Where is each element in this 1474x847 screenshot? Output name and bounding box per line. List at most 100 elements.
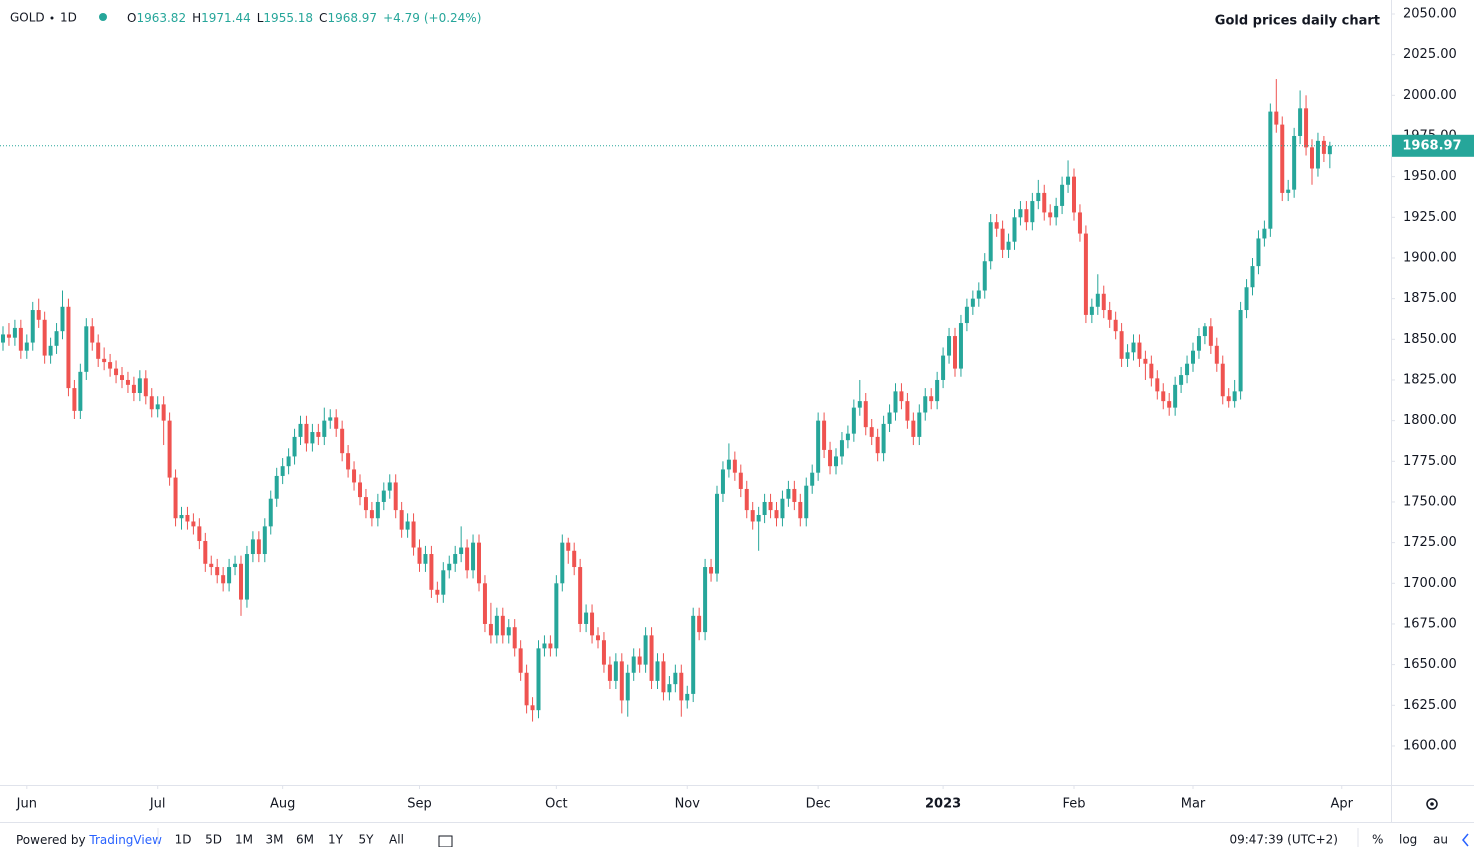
range-button[interactable]: All [389, 833, 404, 847]
candle-body [613, 661, 618, 681]
candle-body [1119, 331, 1124, 359]
y-tick-label: 1750.00 [1403, 494, 1457, 509]
x-tick-label: Jul [149, 797, 166, 812]
candle-body [631, 656, 636, 673]
range-button[interactable]: 5Y [359, 833, 375, 847]
x-tick-label: Sep [407, 797, 432, 812]
brand[interactable]: TradingView [88, 833, 162, 847]
calendar-icon[interactable] [438, 835, 453, 847]
range-button[interactable]: 1M [235, 833, 253, 847]
market-status[interactable] [99, 13, 107, 21]
candle-body [1155, 378, 1160, 392]
candle-body [947, 336, 952, 356]
candle-body [506, 627, 511, 636]
interval: 1D [60, 11, 77, 25]
powered-by: Powered by TradingView [16, 833, 162, 847]
ohlc-prefix: O [127, 11, 136, 25]
clock: 09:47:39 (UTC+2) [1229, 833, 1338, 847]
candle-body [810, 472, 815, 486]
candle-body [1191, 350, 1195, 364]
candle-body [834, 456, 838, 467]
collapse-arrow[interactable] [1462, 833, 1469, 847]
candle-body [6, 334, 11, 338]
range-button[interactable]: 1Y [328, 833, 344, 847]
candle-body [185, 514, 190, 522]
candle-body [929, 396, 934, 402]
symbol: GOLD [10, 11, 45, 25]
candle-body [1042, 192, 1047, 213]
candle-body [233, 563, 238, 568]
range-button[interactable]: 5D [205, 833, 222, 847]
candle-body [227, 567, 232, 584]
y-tick-label: 1825.00 [1403, 372, 1457, 387]
candle-body [447, 563, 452, 571]
candle-body [857, 401, 862, 408]
y-tick-label: 1725.00 [1403, 535, 1457, 550]
settings-icon[interactable] [1426, 798, 1438, 810]
y-tick-label: 1800.00 [1403, 413, 1457, 428]
candle-body [1083, 233, 1088, 315]
log-toggle[interactable]: log [1399, 833, 1417, 847]
change: +4.79 [383, 11, 420, 25]
candle-body [262, 526, 267, 555]
candle-body [976, 290, 981, 299]
x-tick-label: Nov [675, 797, 701, 812]
candle-body [768, 501, 773, 511]
y-tick-label: 1600.00 [1403, 738, 1457, 753]
candle-body [155, 404, 160, 410]
candle-body [90, 326, 95, 343]
candle-body [346, 453, 351, 470]
ohlc-prefix: L [257, 11, 264, 25]
candle-body [137, 378, 142, 393]
last-price-box [1392, 134, 1474, 157]
candle-body [149, 396, 154, 410]
percent-toggle[interactable]: % [1372, 833, 1383, 847]
y-tick-label: 1900.00 [1403, 250, 1457, 265]
gear[interactable] [1426, 798, 1438, 810]
x-tick-label: 2023 [925, 797, 961, 812]
candle-body [352, 469, 357, 483]
candle-body [923, 396, 928, 413]
candle-body [209, 563, 214, 568]
candle-body [1220, 363, 1225, 397]
calendar[interactable] [438, 835, 453, 847]
auto-toggle[interactable]: au [1433, 833, 1448, 847]
ohlc-prefix: C [319, 11, 327, 25]
y-tick-label: 1950.00 [1403, 169, 1457, 184]
candle-body [530, 705, 535, 711]
candle-body [42, 319, 47, 356]
range-button[interactable]: 1D [175, 833, 192, 847]
candle-body [804, 485, 809, 519]
candle-body [203, 541, 208, 564]
candle-body [953, 336, 957, 369]
candle-body [1262, 228, 1267, 239]
y-tick-label: 1775.00 [1403, 454, 1457, 469]
candle-body [988, 222, 993, 262]
range-button[interactable]: 3M [266, 833, 284, 847]
x-tick-label: Feb [1062, 797, 1085, 812]
candle-body [1072, 176, 1076, 213]
range-buttons: 1D 5D 1M 3M 6M 1Y 5Y All [175, 833, 404, 847]
candle-body [1232, 391, 1237, 402]
candle-body [863, 401, 868, 428]
candle-body [1095, 293, 1100, 307]
candle-body [1196, 336, 1201, 351]
ohlc-value: 1955.18 [263, 11, 313, 25]
candle-body [1286, 189, 1291, 193]
candle-body [268, 498, 273, 527]
candle-body [828, 449, 833, 467]
range-button[interactable]: 6M [296, 833, 314, 847]
candle-body [1012, 217, 1017, 242]
candle-body [601, 640, 606, 665]
candle-body [1214, 345, 1219, 364]
candle-body [941, 355, 946, 380]
candle-body [935, 379, 940, 402]
candle-body [114, 368, 119, 376]
candle-body [1173, 384, 1178, 408]
candle-body [982, 261, 987, 291]
candle-body [667, 684, 672, 693]
y-tick-label: 2000.00 [1403, 88, 1457, 103]
gear-center[interactable] [1430, 802, 1434, 806]
candle-body [1060, 184, 1065, 206]
